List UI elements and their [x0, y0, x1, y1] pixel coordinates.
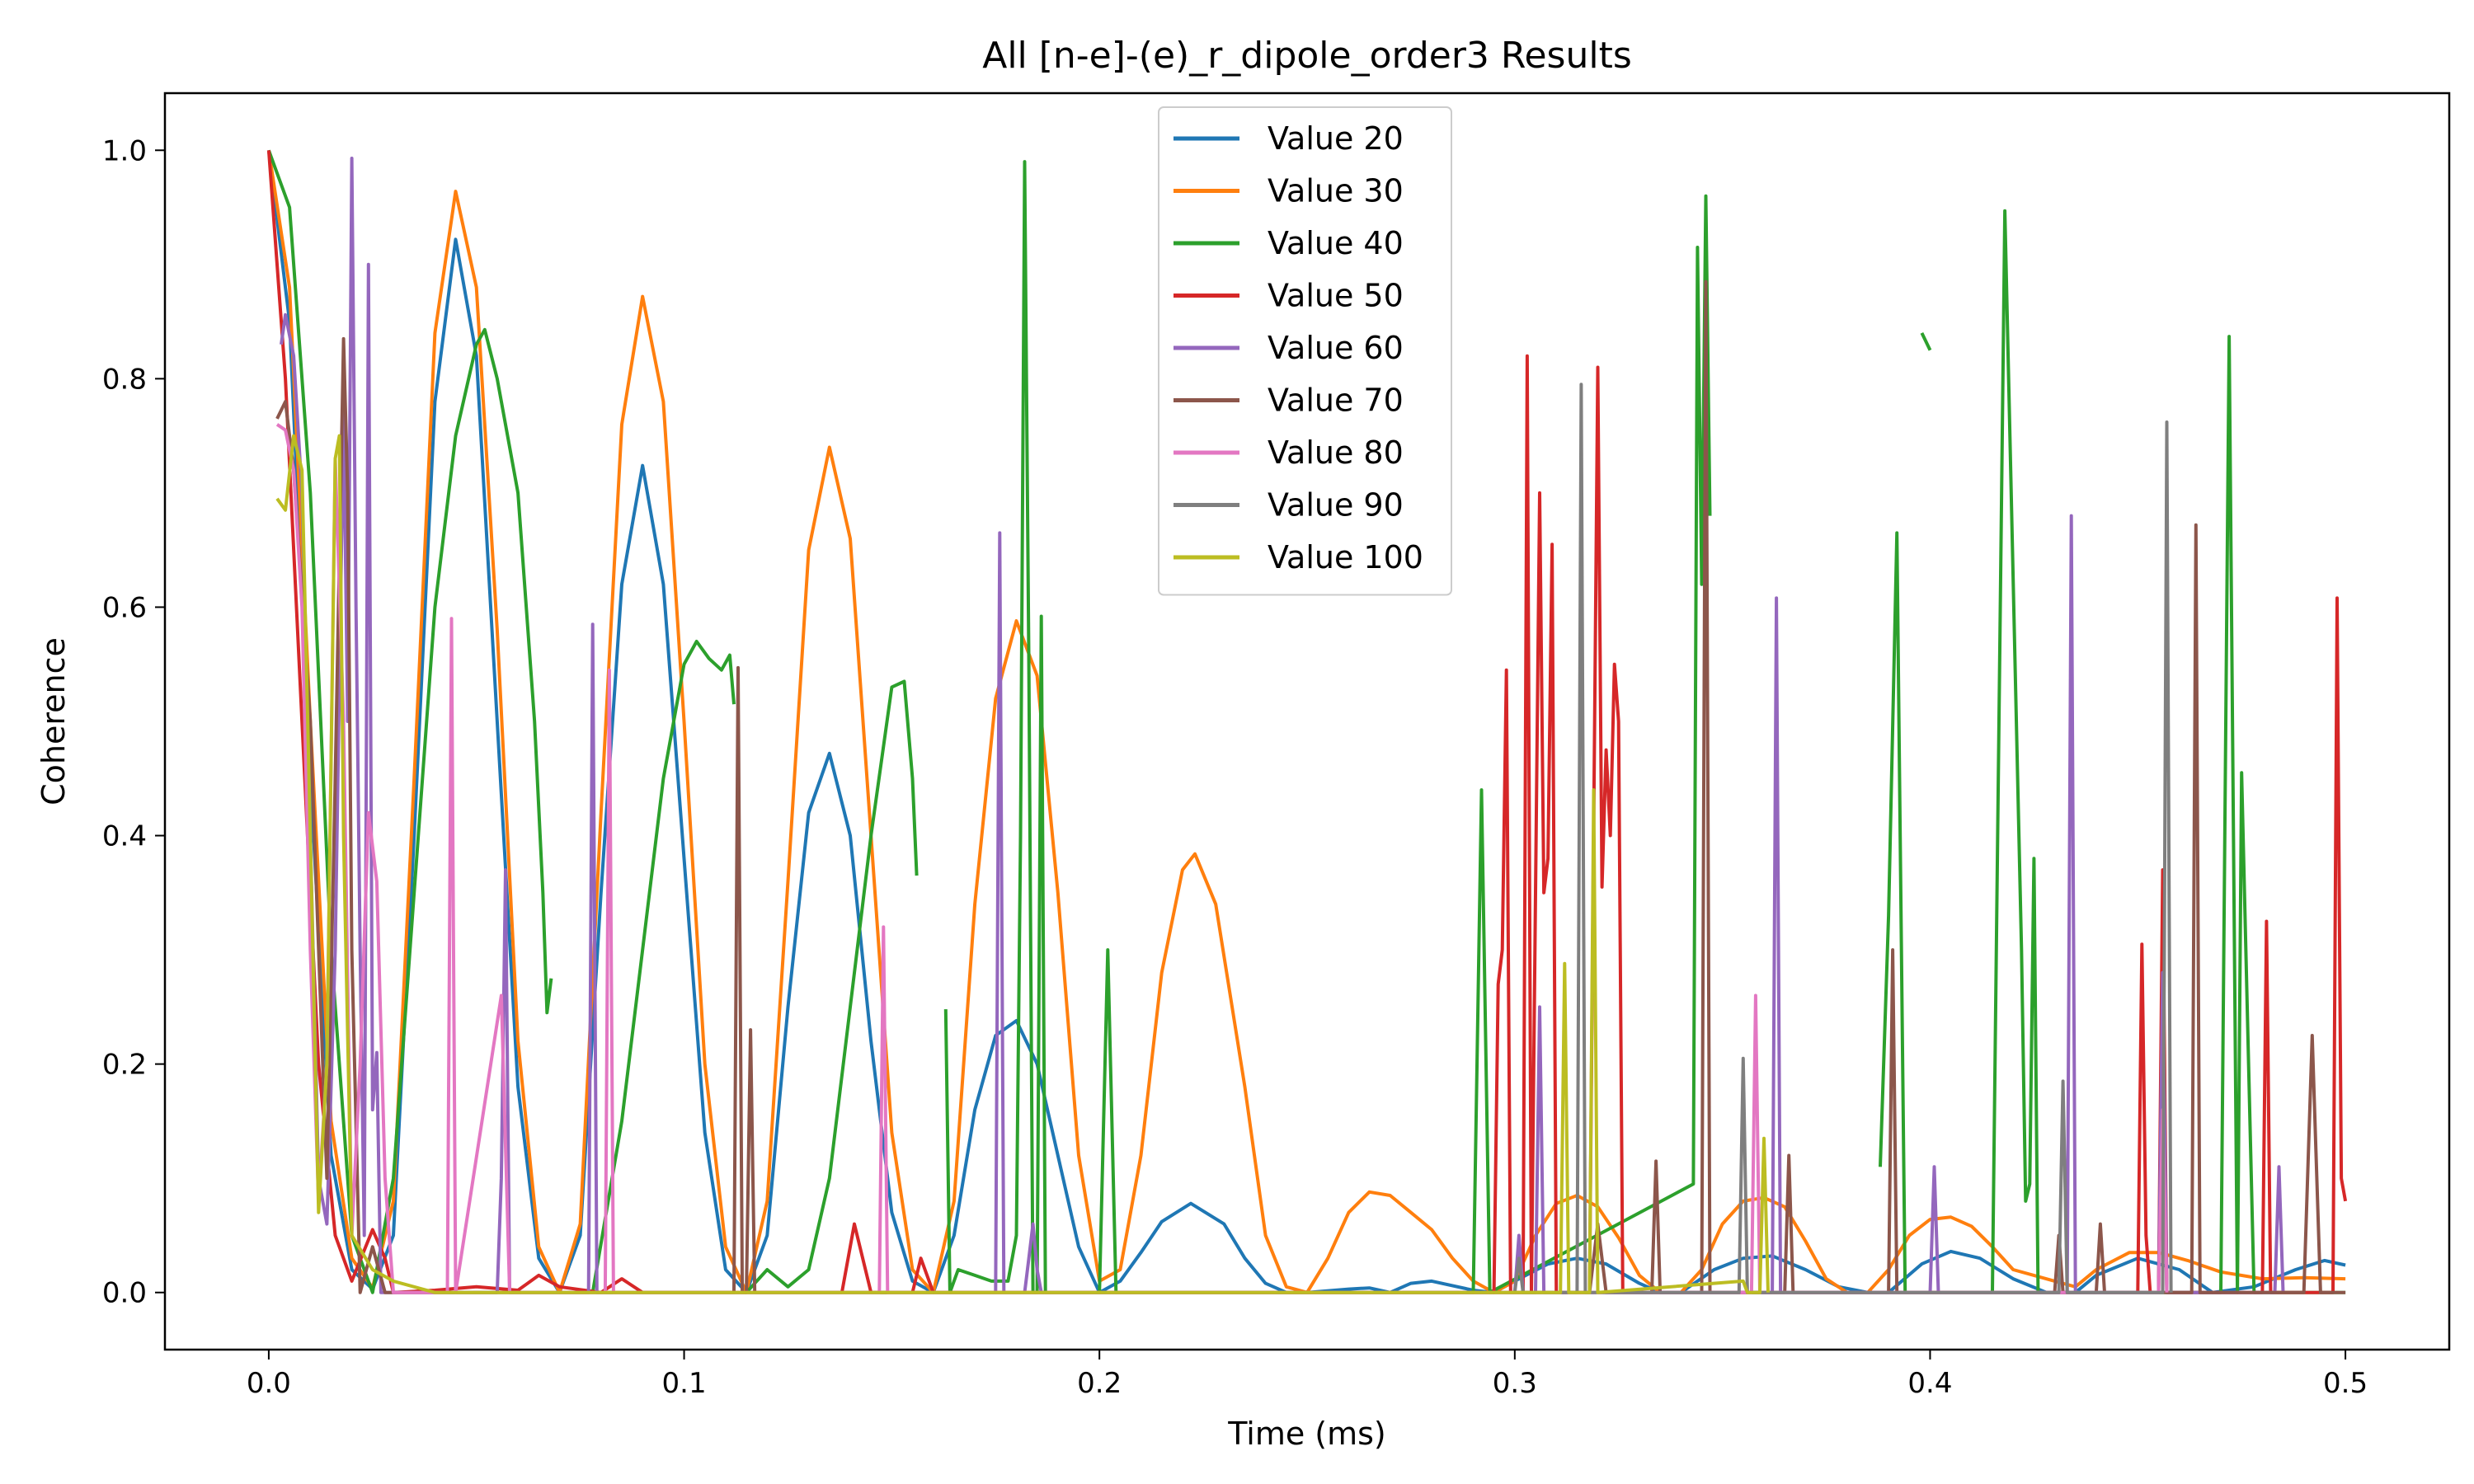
legend-label: Value 30: [1268, 173, 1404, 209]
legend-label: Value 100: [1268, 539, 1423, 575]
y-tick-label: 0.8: [102, 363, 147, 396]
legend-label: Value 40: [1268, 225, 1404, 261]
series-line-value-70: [275, 279, 2346, 1294]
y-tick-label: 0.4: [102, 820, 147, 853]
y-tick-label: 0.2: [102, 1049, 147, 1082]
series-line-value-100: [275, 434, 1770, 1294]
legend-label: Value 60: [1268, 330, 1404, 366]
legend-label: Value 80: [1268, 434, 1404, 471]
x-tick-label: 0.1: [662, 1367, 707, 1400]
chart-title: All [n-e]-(e)_r_dipole_order3 Results: [982, 35, 1632, 77]
y-tick-label: 0.0: [102, 1277, 147, 1310]
y-tick-label: 0.6: [102, 591, 147, 624]
legend: Value 20 Value 30 Value 40 Value 50 Value 60…: [1158, 106, 1452, 596]
series-line-value-40: [267, 149, 2346, 1294]
x-tick-label: 0.2: [1077, 1367, 1122, 1400]
plot-frame: [163, 92, 2451, 1351]
x-tick-label: 0.0: [247, 1367, 291, 1400]
y-tick-label: 1.0: [102, 134, 147, 167]
x-tick-label: 0.5: [2323, 1367, 2368, 1400]
x-tick-label: 0.3: [1493, 1367, 1537, 1400]
legend-label: Value 50: [1268, 278, 1404, 314]
legend-label: Value 20: [1268, 120, 1404, 157]
legend-label: Value 90: [1268, 487, 1404, 524]
legend-box: [1158, 106, 1452, 596]
x-axis-label: Time (ms): [1227, 1416, 1386, 1452]
legend-label: Value 70: [1268, 383, 1404, 419]
y-axis-label: Coherence: [35, 637, 72, 805]
x-tick-label: 0.4: [1907, 1367, 1952, 1400]
